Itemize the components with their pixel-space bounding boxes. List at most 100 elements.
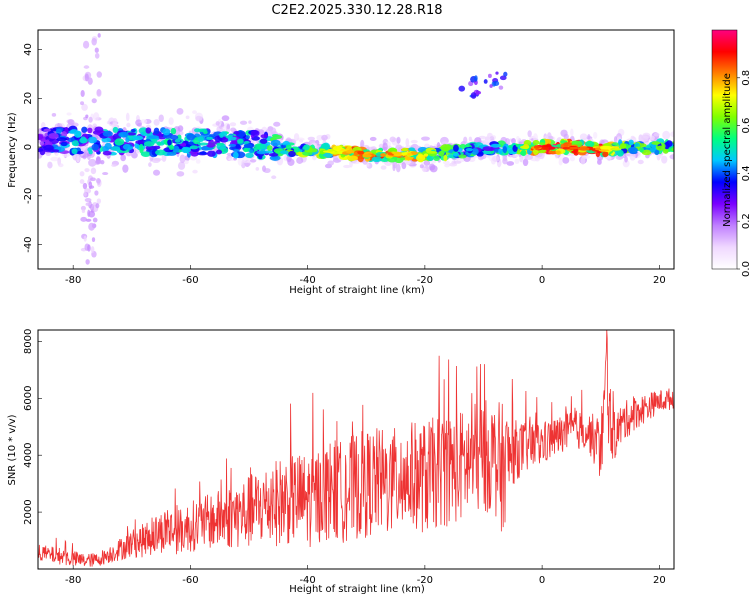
colorbar-tick-label: 0.2	[741, 213, 750, 229]
spectrogram-ridge-blob	[671, 147, 674, 152]
spectrogram-ridge-blob	[102, 150, 112, 156]
spectrogram-hotspot-blob	[423, 153, 429, 157]
spectrogram-halo-blob	[597, 160, 602, 165]
spectrogram-streak-blob	[85, 114, 89, 119]
spectrogram-ridge-blob	[357, 154, 364, 163]
spectrogram-ridge-blob	[656, 145, 665, 151]
spectrogram-halo-blob	[327, 160, 335, 166]
spectrogram-ridge-blob	[268, 153, 279, 157]
spectrogram-ridge-blob	[197, 142, 209, 146]
spectrogram-ridge-blob	[169, 135, 179, 140]
spectrogram-ridge-blob	[207, 150, 216, 157]
spectrogram-ridge-blob	[91, 143, 99, 151]
colorbar-label: Normalized spectral amplitude	[722, 73, 733, 227]
spectrogram-y-label: Frequency (Hz)	[7, 112, 18, 188]
spectrogram-ridge-blob	[172, 145, 180, 153]
spectrogram-halo-blob	[389, 136, 396, 143]
spectrogram-ridge-blob	[233, 131, 240, 135]
spectrogram-ridge-blob	[639, 147, 644, 153]
spectrogram-x-label: Height of straight line (km)	[289, 285, 425, 296]
spectrogram-hotspot-blob	[362, 153, 372, 158]
spectrogram-halo-blob	[153, 157, 162, 162]
spectrogram-halo-blob	[453, 160, 462, 164]
spectrogram-ridge-blob	[269, 155, 281, 161]
spectrogram-ridge-blob	[270, 139, 281, 147]
spectrogram-ridge-blob	[139, 143, 144, 150]
spectrogram-ridge-blob	[167, 139, 172, 146]
spectrogram-ridge-blob	[130, 128, 136, 133]
spectrogram-halo-blob	[613, 136, 617, 144]
spectrogram-halo-blob	[527, 130, 532, 138]
spectrogram-halo-blob	[448, 162, 458, 167]
spectrogram-halo-blob	[273, 121, 281, 127]
spectrogram-halo-blob	[524, 154, 533, 160]
spectrogram-ridge-blob	[215, 149, 223, 155]
spectrogram-halo-blob	[307, 136, 315, 141]
spectrogram-halo-blob	[422, 167, 427, 173]
spectrogram-streak-blob	[83, 235, 87, 242]
spectrogram-hotspot-blob	[330, 151, 340, 155]
spectrogram-streak-blob	[91, 98, 97, 104]
spectrogram-halo-blob	[168, 117, 174, 125]
spectrogram-hotspot-blob	[393, 153, 402, 157]
spectrogram-hotspot-blob	[541, 144, 552, 148]
spectrogram-streak-blob	[87, 77, 93, 85]
spectrogram-ridge-blob	[662, 148, 669, 154]
spectrogram-halo-blob	[111, 163, 117, 168]
spectrogram-ridge-blob	[619, 143, 627, 149]
y-tick-label: -20	[23, 188, 34, 204]
spectrogram-hotspot-blob	[426, 151, 438, 154]
spectrogram-blobs	[38, 33, 674, 265]
y-tick-label: 2000	[23, 499, 34, 524]
spectrogram-halo-blob	[669, 154, 674, 160]
spectrogram-ridge-blob	[132, 135, 144, 141]
spectrogram-streak-blob	[94, 47, 99, 53]
x-tick-label: -20	[417, 275, 433, 286]
spectrogram-ridge-blob	[45, 139, 50, 147]
spectrogram-ridge-blob	[498, 148, 503, 154]
spectrogram-halo-blob	[175, 130, 184, 136]
spectrogram-feature-blob	[483, 79, 488, 84]
spectrogram-ridge-blob	[288, 150, 296, 158]
spectrogram-halo-blob	[396, 136, 401, 144]
spectrogram-hotspot-blob	[345, 149, 355, 154]
spectrogram-halo-blob	[102, 172, 109, 176]
spectrogram-halo-blob	[516, 135, 520, 141]
spectrogram-ridge-blob	[43, 144, 54, 151]
spectrogram-ridge-blob	[153, 145, 161, 150]
spectrogram-hotspot-blob	[409, 151, 419, 156]
spectrogram-ridge-blob	[38, 147, 43, 152]
spectrogram-streak-blob	[81, 209, 86, 214]
spectrogram-hotspot-blob	[407, 152, 412, 156]
spectrogram-ridge-blob	[102, 130, 113, 137]
x-tick-label: -80	[65, 575, 81, 586]
spectrogram-halo-blob	[215, 121, 220, 126]
spectrogram-halo-blob	[177, 161, 186, 170]
spectrogram-streak-blob	[84, 168, 90, 173]
spectrogram-ridge-blob	[555, 150, 561, 155]
spectrogram-halo-blob	[126, 122, 131, 128]
spectrogram-halo-blob	[366, 163, 370, 167]
spectrogram-halo-blob	[653, 132, 660, 137]
spectrogram-ridge-blob	[114, 138, 125, 146]
spectrogram-hotspot-blob	[568, 146, 579, 150]
spectrogram-streak-blob	[85, 259, 90, 265]
spectrogram-ridge-blob	[168, 144, 175, 150]
spectrogram-ridge-blob	[563, 142, 573, 147]
spectrogram-ridge-blob	[88, 150, 93, 155]
spectrogram-streak-blob	[96, 71, 102, 78]
spectrogram-ridge-blob	[235, 143, 241, 149]
spectrogram-ridge-blob	[443, 154, 448, 162]
spectrogram-ridge-blob	[70, 129, 79, 134]
spectrogram-ridge-blob	[71, 140, 80, 147]
spectrogram-streak-blob	[84, 73, 89, 82]
spectrogram-halo-blob	[429, 165, 438, 173]
spectrogram-streak-blob	[87, 244, 91, 252]
spectrogram-streak-blob	[82, 40, 90, 49]
spectrogram-feature-blob	[503, 71, 508, 77]
spectrogram-streak-blob	[79, 179, 85, 184]
colorbar-tick-label: 0.4	[741, 165, 750, 181]
spectrogram-hotspot-blob	[595, 147, 601, 151]
spectrogram-ridge-blob	[320, 143, 330, 151]
spectrogram-ridge-blob	[128, 136, 133, 140]
